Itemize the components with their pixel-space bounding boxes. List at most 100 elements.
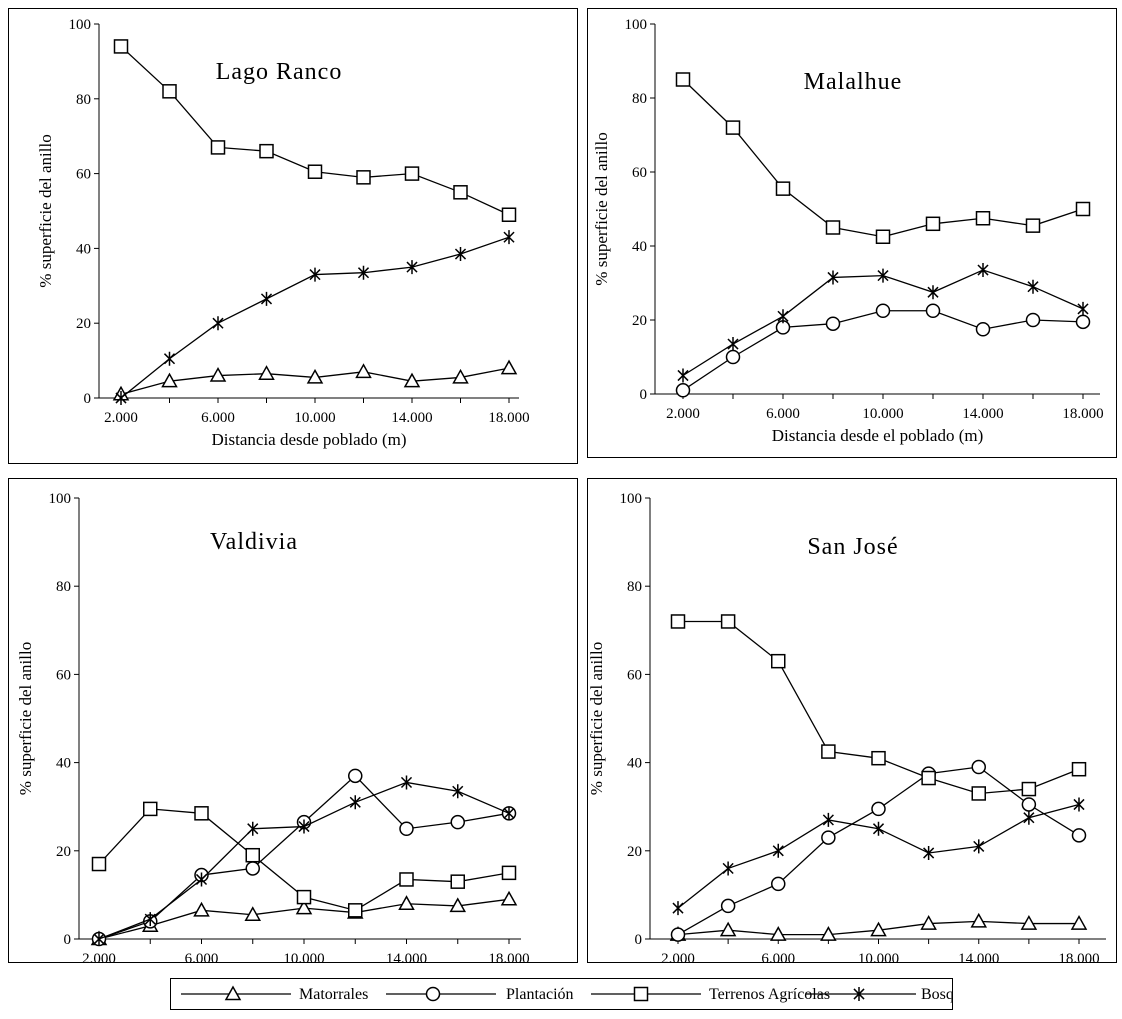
data-point-bosque-nativo	[406, 260, 418, 275]
y-tick-label: 40	[56, 756, 71, 772]
data-point-bosque-nativo	[973, 839, 985, 854]
data-point-bosque-nativo	[298, 819, 310, 834]
x-tick-label: 18.000	[488, 410, 529, 426]
data-point-matorrales	[970, 912, 988, 928]
y-tick-label: 80	[632, 91, 647, 107]
series-line-bosque-nativo	[98, 781, 510, 940]
x-tick-label: 6.000	[761, 951, 795, 962]
data-point-bosque-nativo	[400, 775, 413, 790]
data-point-bosque-nativo	[115, 391, 127, 405]
data-point-plantacion	[720, 898, 736, 914]
chart-title: Lago Ranco	[216, 59, 343, 85]
data-point-terrenos-agricolas	[453, 185, 468, 200]
data-point-bosque-nativo	[260, 291, 273, 306]
data-point-terrenos-agricolas	[91, 856, 107, 872]
y-axis-title: % superficie del anillo	[592, 132, 611, 285]
y-tick-label: 60	[76, 167, 91, 183]
data-point-terrenos-agricolas	[975, 211, 991, 226]
data-point-terrenos-agricolas	[875, 229, 891, 244]
series-line-plantacion	[682, 310, 1084, 391]
x-tick-label: 2.000	[666, 406, 700, 422]
y-axis-title: % superficie del anillo	[36, 134, 55, 287]
data-point-bosque-nativo	[349, 795, 361, 810]
data-point-terrenos-agricolas	[1071, 761, 1087, 777]
data-point-bosque-nativo	[144, 912, 156, 927]
series-terrenos-agricolas	[675, 72, 1091, 244]
axes: 0 20 40 60 80 100 2.000 6.000 10.000 14.000 18.000…	[592, 17, 1104, 445]
axes: 0 20 40 60 80 100 2.000 6.000 10.000 14.000 18.000…	[16, 491, 530, 962]
data-point-matorrales	[398, 895, 415, 910]
series-line-plantacion	[98, 774, 510, 940]
series-terrenos-agricolas	[113, 39, 517, 222]
data-point-matorrales	[500, 890, 518, 906]
data-point-terrenos-agricolas	[720, 614, 736, 629]
data-point-bosque-nativo	[772, 843, 784, 858]
data-point-matorrales	[870, 921, 887, 937]
x-tick-label: 10.000	[294, 410, 335, 426]
data-point-plantacion	[450, 814, 465, 830]
data-point-terrenos-agricolas	[1075, 201, 1091, 217]
data-point-matorrales	[403, 372, 421, 388]
axes: 0 20 40 60 80 100 2.000 6.000 10.000 14.000 18.000…	[588, 491, 1106, 962]
series-matorrales	[669, 912, 1088, 941]
legend-item-matorrales: Matorrales	[181, 985, 368, 1003]
series-bosque-nativo	[115, 230, 515, 405]
data-point-plantacion	[348, 768, 363, 784]
data-point-bosque-nativo	[822, 812, 834, 827]
chart-panel-san-jose: 0 20 40 60 80 100 2.000 6.000 10.000 14.000 18.000…	[587, 478, 1117, 963]
series-bosque-nativo	[677, 263, 1089, 383]
x-tick-label: 6.000	[185, 951, 219, 962]
legend-marker-matorrales	[224, 985, 242, 1001]
data-point-bosque-nativo	[777, 309, 789, 324]
series-line-terrenos-agricolas	[682, 79, 1084, 238]
y-tick-label: 60	[56, 667, 71, 683]
y-tick-label: 0	[84, 391, 92, 407]
chart-panel-malalhue: 0 20 40 60 80 100 2.000 6.000 10.000 14.000 18.000…	[587, 8, 1117, 458]
x-tick-label: 10.000	[858, 951, 899, 962]
chart-panel-valdivia: 0 20 40 60 80 100 2.000 6.000 10.000 14.000 18.000…	[8, 478, 578, 963]
data-point-bosque-nativo	[454, 247, 467, 262]
data-point-bosque-nativo	[195, 872, 208, 887]
legend-svg: Matorrales Plantación Terrenos Agrícolas Bo…	[181, 985, 952, 1003]
data-point-terrenos-agricolas	[971, 786, 986, 801]
series-line-terrenos-agricolas	[678, 620, 1080, 795]
legend-item-terrenos-agricolas: Terrenos Agrícolas	[591, 986, 830, 1003]
y-tick-label: 0	[635, 932, 643, 948]
x-tick-label: 2.000	[82, 951, 116, 962]
data-point-matorrales	[500, 359, 518, 375]
series-plantacion	[91, 768, 517, 947]
data-point-terrenos-agricolas	[210, 140, 226, 155]
data-point-plantacion	[875, 303, 891, 318]
data-point-terrenos-agricolas	[501, 865, 517, 881]
data-point-bosque-nativo	[247, 821, 259, 836]
data-point-bosque-nativo	[503, 230, 515, 245]
data-point-plantacion	[1075, 314, 1091, 330]
data-point-plantacion	[245, 861, 260, 876]
data-point-bosque-nativo	[163, 351, 176, 366]
y-axis-title: % superficie del anillo	[588, 642, 606, 795]
chart-svg-malalhue: 0 20 40 60 80 100 2.000 6.000 10.000 14.000 18.000…	[592, 17, 1104, 445]
data-point-bosque-nativo	[722, 861, 734, 876]
x-tick-label: 18.000	[1058, 951, 1099, 962]
data-point-matorrales	[449, 897, 467, 913]
data-point-terrenos-agricolas	[921, 770, 936, 786]
x-tick-label: 10.000	[862, 406, 903, 422]
x-axis-title: Distancia desde el poblado (m)	[772, 426, 984, 445]
data-point-bosque-nativo	[923, 846, 935, 861]
axes: 0 20 40 60 80 100 2.000 6.000 10.000 14.000 18.000…	[36, 17, 530, 449]
data-point-terrenos-agricolas	[404, 166, 420, 181]
y-tick-label: 40	[76, 241, 91, 257]
x-tick-label: 2.000	[661, 951, 695, 962]
data-point-terrenos-agricolas	[1025, 218, 1041, 233]
data-point-matorrales	[306, 368, 324, 384]
data-point-plantacion	[399, 821, 414, 836]
data-point-terrenos-agricolas	[775, 181, 791, 196]
x-tick-label: 14.000	[386, 951, 427, 962]
y-tick-label: 80	[76, 92, 91, 108]
data-point-matorrales	[452, 368, 469, 384]
y-axis-title: % superficie del anillo	[16, 642, 35, 795]
chart-title: Malalhue	[804, 69, 903, 95]
data-point-terrenos-agricolas	[1021, 781, 1037, 797]
data-point-bosque-nativo	[872, 821, 885, 836]
data-point-terrenos-agricolas	[307, 164, 323, 179]
